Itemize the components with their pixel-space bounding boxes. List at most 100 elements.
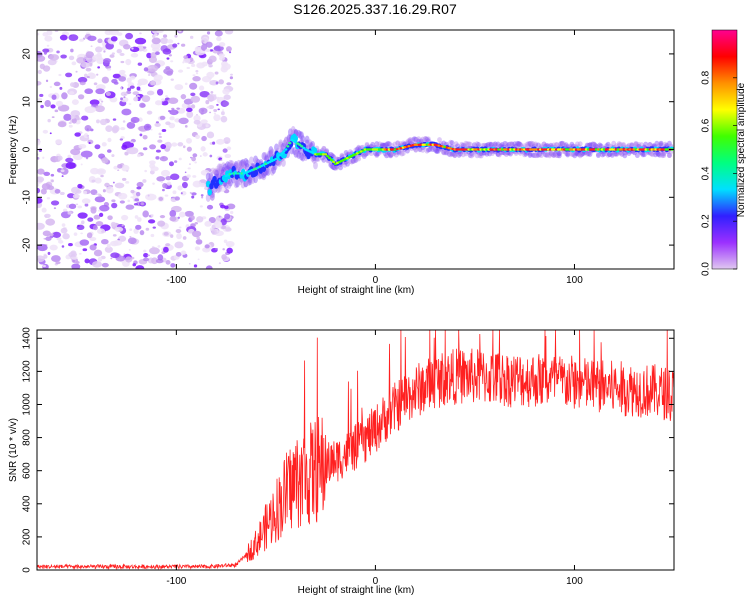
- heatmap-noise-cell: [112, 118, 117, 121]
- heatmap-ridge-halo: [418, 138, 424, 144]
- colorbar-tick-label: 0.6: [701, 118, 712, 132]
- heatmap-ridge-halo: [495, 141, 501, 147]
- heatmap-ridge-halo: [541, 141, 547, 147]
- heatmap-noise-cell: [158, 196, 164, 201]
- heatmap-noise-cell: [63, 113, 72, 121]
- heatmap-noise-cell: [151, 257, 158, 265]
- heatmap-noise-cell: [163, 231, 169, 236]
- heatmap-noise-cell: [77, 224, 80, 227]
- heatmap-noise-cell: [79, 38, 84, 42]
- heatmap-ridge-halo: [531, 152, 537, 159]
- heatmap-noise-cell: [155, 121, 160, 124]
- heatmap-ridge-core: [326, 154, 330, 158]
- heatmap-noise-cell: [37, 197, 43, 204]
- heatmap-noise-cell: [135, 224, 142, 230]
- heatmap-ridge-halo: [456, 152, 462, 158]
- heatmap-noise-cell: [101, 262, 109, 268]
- heatmap-noise-cell: [83, 133, 89, 139]
- heatmap-ridge-halo: [237, 161, 243, 170]
- heatmap-ridge-halo: [616, 141, 622, 147]
- heatmap-noise-cell: [37, 183, 40, 187]
- heatmap-noise-cell: [93, 82, 98, 86]
- heatmap-noise-cell: [175, 251, 182, 257]
- heatmap-noise-cell: [167, 97, 179, 104]
- heatmap-noise-cell: [158, 135, 162, 139]
- heatmap-ridge-halo: [374, 141, 380, 147]
- heatmap-noise-cell: [230, 210, 234, 215]
- heatmap-noise-cell: [190, 95, 201, 103]
- heatmap-noise-cell: [191, 230, 202, 238]
- heatmap-noise-cell: [97, 38, 103, 44]
- heatmap-noise-cell: [136, 153, 141, 158]
- heatmap-noise-cell: [56, 237, 62, 241]
- heatmap-ridge-halo: [370, 141, 376, 148]
- heatmap-ridge-halo: [434, 148, 440, 154]
- heatmap-noise-cell: [206, 31, 211, 35]
- heatmap-noise-cell: [61, 175, 64, 177]
- heatmap-noise-cell: [222, 248, 225, 251]
- heatmap-ridge-halo: [268, 146, 274, 155]
- heatmap-noise-cell: [134, 198, 140, 202]
- heatmap-noise-cell: [71, 263, 81, 269]
- heatmap-noise-cell: [190, 215, 195, 221]
- heatmap-ridge-halo: [488, 142, 494, 148]
- colorbar-label: Normalized spectral amplitude: [736, 82, 747, 217]
- heatmap-noise-cell: [130, 189, 135, 194]
- snr-y-tick-label: 1000: [22, 393, 33, 416]
- heatmap-ridge-halo: [399, 151, 405, 157]
- heatmap-noise-cell: [209, 194, 215, 198]
- heatmap-noise-cell: [157, 220, 166, 227]
- heatmap-noise-cell: [74, 132, 81, 137]
- heatmap-ridge-halo: [460, 152, 466, 158]
- heatmap-ridge-halo: [209, 192, 215, 201]
- heatmap-ridge-halo: [268, 148, 274, 157]
- heatmap-noise-cell: [136, 186, 142, 190]
- heatmap-noise-cell: [120, 60, 125, 64]
- heatmap-ridge-halo: [509, 141, 515, 147]
- heatmap-noise-cell: [70, 115, 76, 119]
- heatmap-ridge-halo: [499, 141, 505, 148]
- heatmap-ridge-halo: [205, 193, 211, 202]
- heatmap-ridge-halo: [218, 166, 224, 175]
- heatmap-ridge-core: [284, 148, 288, 151]
- heatmap-ridge-halo: [329, 163, 335, 170]
- heatmap-noise-cell: [229, 76, 234, 80]
- heatmap-noise-cell: [111, 199, 116, 203]
- heatmap-ridge-core: [282, 150, 286, 153]
- heatmap-noise-cell: [98, 153, 105, 159]
- heatmap-ridge-halo: [441, 140, 447, 146]
- heatmap-ridge-halo: [536, 142, 541, 148]
- heatmap-noise-cell: [107, 215, 113, 221]
- heatmap-ridge-halo: [590, 141, 596, 147]
- heatmap-ridge-halo: [413, 147, 419, 153]
- heatmap-ridge-halo: [350, 158, 356, 164]
- heatmap-noise-cell: [106, 243, 111, 249]
- heatmap-noise-cell: [154, 100, 163, 106]
- heatmap-noise-cell: [160, 180, 163, 184]
- heatmap-ridge-halo: [575, 141, 580, 147]
- heatmap-ridge-halo: [614, 151, 619, 158]
- heatmap-noise-cell: [61, 245, 65, 248]
- heatmap-ridge-halo: [240, 180, 246, 189]
- heatmap-noise-cell: [106, 68, 112, 71]
- heatmap-ridge-halo: [349, 159, 355, 165]
- heatmap-noise-cell: [190, 92, 196, 97]
- heatmap-noise-cell: [101, 157, 109, 164]
- heatmap-noise-cell: [110, 36, 118, 42]
- heatmap-noise-cell: [205, 48, 211, 53]
- heatmap-ridge-halo: [648, 151, 654, 157]
- heatmap-ridge-halo: [661, 151, 667, 157]
- heatmap-ridge-halo: [600, 152, 605, 158]
- heatmap-noise-cell: [105, 186, 114, 194]
- heatmap-noise-cell: [98, 212, 104, 218]
- heatmap-ridge-halo: [530, 152, 536, 158]
- heatmap-noise-cell: [218, 53, 225, 58]
- heatmap-noise-cell: [37, 139, 41, 144]
- heatmap-ridge-halo: [658, 142, 664, 148]
- heatmap-noise-cell: [56, 50, 60, 54]
- heatmap-ridge-halo: [516, 141, 522, 147]
- heatmap-noise-cell: [223, 94, 231, 100]
- heatmap-noise-cell: [93, 249, 103, 257]
- heatmap-ridge-halo: [222, 163, 228, 172]
- heatmap-noise-cell: [70, 48, 74, 53]
